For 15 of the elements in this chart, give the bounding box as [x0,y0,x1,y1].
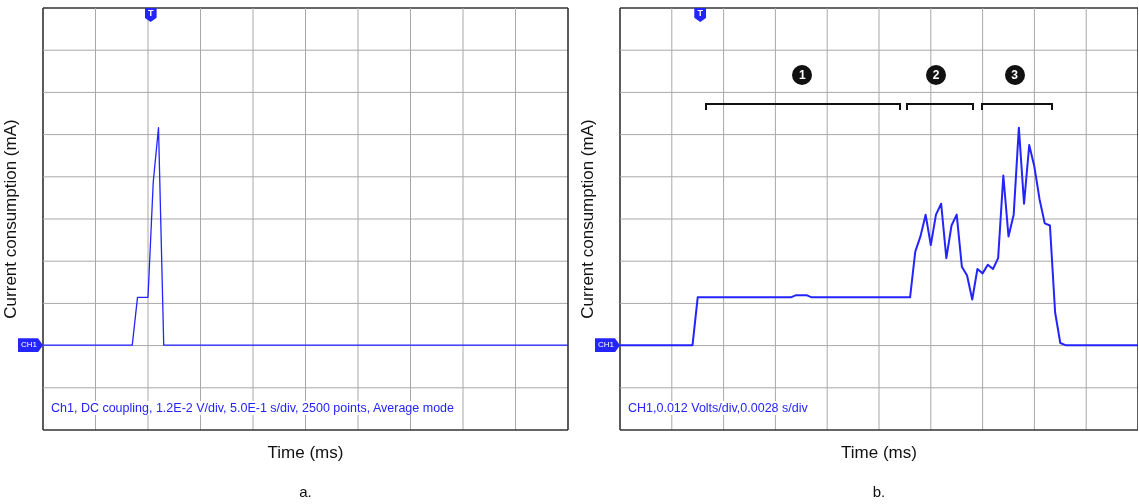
channel-marker: CH1 [18,338,43,353]
text: Ch1, DC coupling, 1.2E-2 V/div, 5.0E-1 s/div, 2500 points, Average mode [49,401,457,415]
trigger-marker: T [144,8,157,22]
text: a. [299,483,312,500]
trigger-marker: T [694,8,707,22]
text: 2 [925,65,946,85]
text: CH1,0.012 Volts/div,0.0028 s/div [626,401,810,415]
x-axis-title: Time (ms) [267,443,344,463]
y-axis-title: Current consumption (mA) [578,119,598,319]
x-axis-title: Time (ms) [841,443,917,463]
y-axis-title: Current consumption (mA) [1,119,21,319]
text: 3 [1004,65,1025,85]
text: 1 [792,65,813,85]
channel-marker: CH1 [595,338,620,353]
text: b. [872,483,886,500]
